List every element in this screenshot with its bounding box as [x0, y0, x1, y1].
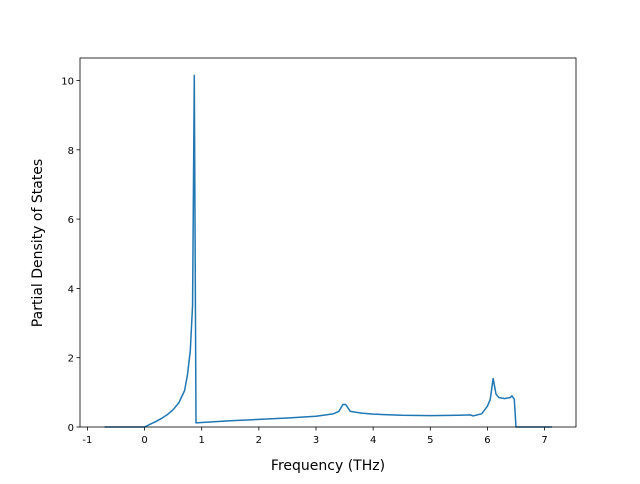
x-tick-label: 4: [370, 435, 376, 446]
y-axis-label: Partial Density of States: [30, 159, 46, 327]
x-tick-label: 1: [199, 435, 205, 446]
x-tick-label: 0: [141, 435, 147, 446]
x-tick-label: -1: [82, 435, 92, 446]
y-tick-label: 8: [68, 146, 74, 157]
x-tick-label: 2: [256, 435, 262, 446]
data-line: [104, 74, 552, 428]
y-tick-label: 4: [68, 284, 74, 295]
x-tick-label: 7: [541, 435, 547, 446]
x-axis-label: Frequency (THz): [271, 458, 385, 474]
y-tick-label: 0: [68, 423, 74, 434]
x-tick-label: 6: [484, 435, 490, 446]
x-tick-label: 5: [427, 435, 433, 446]
y-tick-label: 2: [68, 354, 74, 365]
y-tick-label: 10: [61, 77, 74, 88]
plot-frame: [79, 57, 577, 428]
x-tick-label: 3: [313, 435, 319, 446]
y-tick-label: 6: [68, 215, 74, 226]
